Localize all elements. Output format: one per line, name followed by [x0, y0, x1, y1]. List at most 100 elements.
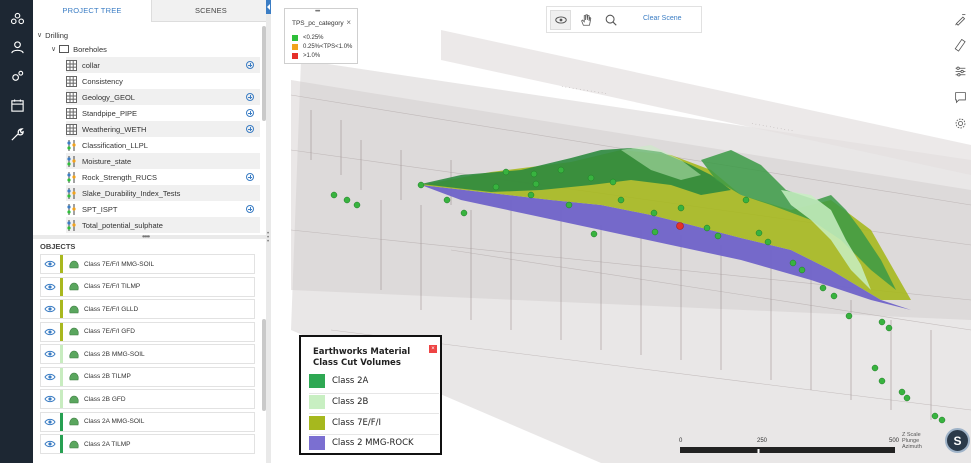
legend-label: <0.25% — [303, 35, 324, 41]
zoom-search-icon[interactable] — [600, 10, 621, 30]
points-icon — [66, 171, 77, 183]
earthworks-legend-item: Class 2 MMG-ROCK — [309, 433, 439, 452]
visibility-eye-icon[interactable] — [44, 305, 56, 313]
panel-splitter-vertical[interactable] — [266, 0, 271, 463]
tree-leaf[interactable]: SPT_ISPT — [66, 201, 260, 217]
add-to-scene-icon[interactable] — [246, 125, 254, 133]
pan-hand-icon[interactable] — [575, 10, 596, 30]
calendar-icon[interactable] — [4, 93, 30, 117]
drag-handle-icon[interactable]: •••• — [315, 9, 321, 15]
tree-leaf-label: Slake_Durability_Index_Tests — [82, 188, 181, 198]
add-to-scene-icon[interactable] — [246, 93, 254, 101]
object-row[interactable]: Class 7E/F/I GLLD — [40, 299, 255, 319]
tree-leaf[interactable]: Slake_Durability_Index_Tests — [66, 185, 260, 201]
surface-icon — [69, 327, 79, 336]
tree-leaf[interactable]: Standpipe_PIPE — [66, 105, 260, 121]
orbit-icon[interactable] — [550, 10, 571, 30]
tree-leaf[interactable]: Rock_Strength_RUCS — [66, 169, 260, 185]
layers-icon[interactable] — [4, 6, 30, 30]
visibility-eye-icon[interactable] — [44, 418, 56, 426]
sliders-icon[interactable] — [951, 62, 969, 80]
points-icon — [66, 219, 77, 231]
close-icon[interactable]: × — [346, 18, 351, 27]
legend-label: Class 2B — [332, 397, 369, 407]
scene-viewport[interactable]: · · · · · · · · · · · · · · · · · · · · … — [271, 0, 972, 463]
add-to-scene-icon[interactable] — [246, 61, 254, 69]
tree-leaf[interactable]: Total_potential_sulphate — [66, 217, 260, 233]
object-label: Class 2B GFD — [84, 395, 126, 403]
visibility-eye-icon[interactable] — [44, 328, 56, 336]
ruler-icon[interactable] — [951, 36, 969, 54]
drag-handle-icon[interactable]: • • • — [267, 231, 270, 245]
visibility-eye-icon[interactable] — [44, 395, 56, 403]
tree-leaf-label: SPT_ISPT — [82, 204, 118, 214]
drag-handle-icon[interactable]: •••• — [142, 232, 150, 241]
add-to-scene-icon[interactable] — [246, 173, 254, 181]
tab-scenes[interactable]: SCENES — [151, 0, 269, 22]
object-row[interactable]: Class 2A TILMP — [40, 434, 255, 454]
legend-label: Class 7E/F/I — [332, 417, 381, 428]
settings-gear-icon[interactable] — [4, 64, 30, 88]
scene-render: · · · · · · · · · · · · · · · · · · · · … — [290, 30, 972, 463]
object-color-stripe — [60, 435, 63, 453]
points-icon — [66, 187, 77, 199]
comment-icon[interactable] — [951, 88, 969, 106]
tree-scrollbar[interactable] — [262, 26, 266, 121]
wrench-icon[interactable] — [4, 122, 30, 146]
object-color-stripe — [60, 390, 63, 408]
visibility-eye-icon[interactable] — [44, 373, 56, 381]
tps-legend-item: >1.0% — [292, 52, 320, 60]
object-row[interactable]: Class 2B MMG-SOIL — [40, 344, 255, 364]
tree-leaf[interactable]: Consistency — [66, 73, 260, 89]
object-row[interactable]: Class 2B TILMP — [40, 366, 255, 387]
object-row[interactable]: Class 2A MMG-SOIL — [40, 411, 255, 432]
tree-leaf[interactable]: Weathering_WETH — [66, 121, 260, 137]
visibility-eye-icon[interactable] — [44, 283, 56, 291]
close-icon[interactable]: × — [429, 345, 437, 353]
add-to-scene-icon[interactable] — [246, 109, 254, 117]
object-row[interactable]: Class 2B GFD — [40, 389, 255, 409]
panel-splitter-horizontal[interactable] — [33, 235, 270, 239]
tree-leaf[interactable]: collar — [66, 57, 260, 73]
object-row[interactable]: Class 7E/F/I MMG-SOIL — [40, 254, 255, 274]
avatar[interactable]: S — [945, 428, 970, 453]
settings-icon[interactable] — [951, 114, 969, 132]
object-row[interactable]: Class 7E/F/I GFD — [40, 321, 255, 342]
legend-swatch — [292, 35, 298, 41]
table-icon — [66, 107, 77, 119]
earthworks-legend[interactable]: Earthworks Material Class Cut Volumes × … — [299, 335, 442, 455]
earthworks-legend-item: Class 2A — [309, 372, 439, 390]
tree-leaf[interactable]: Geology_GEOL — [66, 89, 260, 105]
visibility-eye-icon[interactable] — [44, 350, 56, 358]
tree-leaf-label: Rock_Strength_RUCS — [82, 172, 158, 182]
folder-icon — [59, 45, 70, 53]
tree-node-boreholes[interactable]: ∨ Boreholes — [51, 41, 107, 57]
object-color-stripe — [60, 300, 63, 318]
tree-leaf[interactable]: Classification_LLPL — [66, 137, 260, 153]
table-icon — [66, 123, 77, 135]
add-to-scene-icon[interactable] — [246, 205, 254, 213]
people-icon[interactable] — [4, 35, 30, 59]
object-row[interactable]: Class 7E/F/I TILMP — [40, 276, 255, 297]
surface-icon — [69, 305, 79, 314]
tps-legend[interactable]: •••• TPS_pc_category × <0.25% 0.25%<TPS<1… — [284, 8, 358, 64]
table-icon — [66, 75, 77, 87]
collapse-panel-button[interactable] — [266, 0, 272, 14]
earthworks-legend-title: Earthworks Material — [313, 347, 411, 357]
chevron-down-icon[interactable]: ∨ — [51, 46, 57, 53]
object-label: Class 7E/F/I MMG-SOIL — [84, 260, 155, 268]
surface-icon — [69, 440, 79, 449]
tree-node-drilling[interactable]: ∨ Drilling — [37, 27, 68, 43]
object-label: Class 7E/F/I TILMP — [84, 283, 141, 290]
scale-fill — [680, 449, 895, 453]
visibility-eye-icon[interactable] — [44, 440, 56, 448]
tab-project-tree[interactable]: PROJECT TREE — [33, 0, 151, 22]
clear-scene-button[interactable]: Clear Scene — [643, 15, 682, 22]
tree-node-label: Drilling — [45, 30, 69, 40]
tree-leaf[interactable]: Moisture_state — [66, 153, 260, 169]
chevron-down-icon[interactable]: ∨ — [37, 32, 43, 39]
visibility-eye-icon[interactable] — [44, 260, 56, 268]
objects-scrollbar[interactable] — [262, 319, 266, 411]
panel-tabs: PROJECT TREE SCENES — [33, 0, 269, 22]
measure-pen-icon[interactable] — [951, 10, 969, 28]
